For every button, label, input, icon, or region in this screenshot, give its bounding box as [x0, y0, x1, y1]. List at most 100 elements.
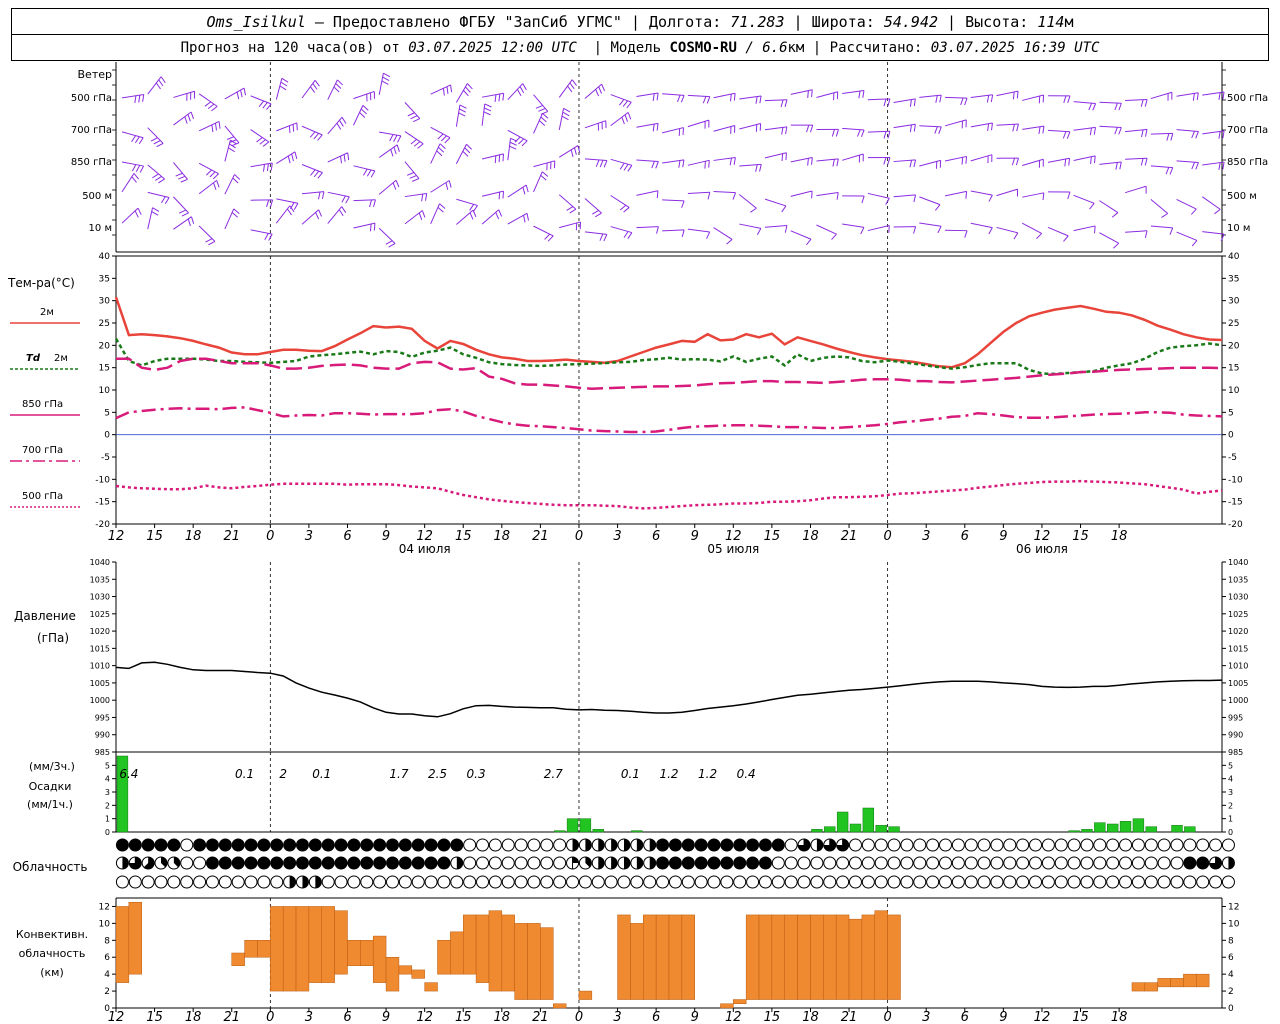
cloud-symbol: [128, 838, 142, 852]
cloud-symbol: [758, 838, 772, 852]
wind-barb: [147, 207, 160, 230]
cloud-symbol-ring: [926, 838, 940, 852]
calc-time: 03.07.2025 16:39 UTC: [930, 39, 1100, 56]
precip-ytick-label-left: 3: [105, 788, 110, 797]
cloud-symbol-fill: [116, 839, 129, 851]
cloud-symbol: [630, 875, 644, 889]
cloud-symbol: [900, 838, 914, 852]
cloud-symbol-ring: [977, 838, 991, 852]
wind-barb-flag: [706, 96, 711, 104]
wind-barb-flag: [563, 107, 571, 113]
wind-barb-flag: [521, 140, 528, 147]
conv-xtick-label: 15: [764, 1010, 781, 1024]
cloud-symbol: [321, 856, 335, 870]
wind-barb-flag: [230, 139, 237, 145]
cloud-symbol: [398, 838, 412, 852]
precip-sum-label: 0.1: [312, 767, 331, 781]
wind-barb-flag: [540, 116, 547, 123]
wind-barb-flag: [1222, 130, 1225, 139]
conv-bar: [655, 914, 670, 1000]
wind-barb-shaft: [224, 174, 235, 195]
wind-barb-flag: [1111, 212, 1119, 218]
precip-ytick-label-right: 4: [1228, 775, 1233, 784]
wind-barb-shaft: [1150, 199, 1169, 214]
cloud-symbol-ring: [1196, 838, 1210, 852]
wind-barb-flag: [309, 86, 316, 93]
wind-barb: [147, 164, 165, 184]
precip-label-a: (мм/3ч.): [29, 760, 75, 773]
cloud-symbol: [527, 875, 541, 889]
wind-barb: [404, 210, 426, 225]
cloud-symbol-ring: [1221, 875, 1235, 889]
cloud-symbol: [887, 838, 901, 852]
cloud-symbol: [501, 875, 515, 889]
wind-barb-flag: [619, 162, 625, 170]
wind-barb-shaft: [636, 226, 659, 229]
wind-barb-shaft: [353, 165, 376, 172]
wind-barb-shaft: [996, 123, 1019, 126]
cloud-symbol-fill: [283, 857, 296, 869]
wind-barb-flag: [680, 95, 685, 103]
wind-barb: [250, 162, 273, 172]
wind-barb-shaft: [481, 103, 486, 126]
cloud-symbol: [128, 856, 142, 870]
wind-barb: [481, 209, 503, 225]
cloud-symbol-ring: [797, 856, 811, 870]
temp-xtick-label: 0: [575, 529, 583, 544]
cloud-symbol: [463, 856, 477, 870]
wind-barb-shaft: [919, 196, 941, 206]
conv-bar: [1157, 978, 1171, 988]
wind-barb: [996, 188, 1019, 197]
model-resolution: / 6.6: [736, 39, 788, 56]
wind-barb: [507, 137, 518, 161]
wind-barb-flag: [382, 76, 390, 81]
conv-ytick-label-right: 8: [1228, 936, 1234, 946]
wind-barb: [276, 198, 299, 210]
wind-barb: [764, 152, 787, 162]
wind-barb-shaft: [584, 83, 603, 99]
wind-barb-shaft: [867, 224, 890, 232]
wind-barb-shaft: [430, 143, 441, 164]
cloud-symbol-ring: [1157, 875, 1171, 889]
conv-label-b: облачность: [19, 947, 86, 960]
cloud-symbol: [488, 856, 502, 870]
wind-barb-flag: [595, 159, 600, 167]
wind-barb: [121, 94, 145, 104]
precip-sum-label: 1.2: [659, 767, 678, 781]
cloud-symbol: [231, 838, 245, 852]
wind-barb-flag: [562, 111, 570, 117]
cloud-symbol-ring: [1106, 838, 1120, 852]
wind-barb-shaft: [713, 227, 733, 240]
wind-barb-shaft: [558, 108, 565, 131]
cloud-symbol-ring: [476, 875, 490, 889]
wind-barb: [198, 162, 219, 180]
conv-ytick-label-left: 4: [104, 970, 110, 980]
wind-barb-flag: [960, 97, 964, 106]
wind-barb-shaft: [739, 163, 762, 167]
wind-barb-flag: [264, 233, 269, 241]
wind-barb-shaft: [765, 99, 788, 102]
wind-barb-flag: [623, 163, 629, 171]
wind-barb: [507, 83, 527, 101]
wind-barb: [945, 229, 968, 238]
wind-barb-flag: [175, 172, 183, 177]
wind-barb-flag: [397, 135, 402, 143]
wind-barb: [1073, 155, 1096, 165]
cloud-symbol: [270, 838, 284, 852]
wind-barb-flag: [134, 210, 139, 218]
wind-barb-flag: [335, 83, 342, 89]
wind-barb: [765, 99, 788, 108]
cloud-symbol-fill: [669, 857, 682, 869]
cloud-symbol-ring: [836, 856, 850, 870]
precip-label-c: (мм/1ч.): [27, 798, 73, 811]
cloud-symbol: [115, 838, 129, 852]
conv-xtick-label: 21: [223, 1010, 240, 1024]
wind-barb-flag: [1063, 95, 1067, 103]
wind-barb-shaft: [379, 131, 401, 137]
wind-barb-flag: [321, 191, 325, 199]
cloud-symbol-fill: [708, 857, 721, 869]
cloud-symbol-fill: [437, 839, 450, 851]
wind-barb-shaft: [456, 198, 478, 206]
temp-ytick-label-left: -10: [95, 475, 110, 485]
wind-barb-shaft: [224, 87, 245, 100]
